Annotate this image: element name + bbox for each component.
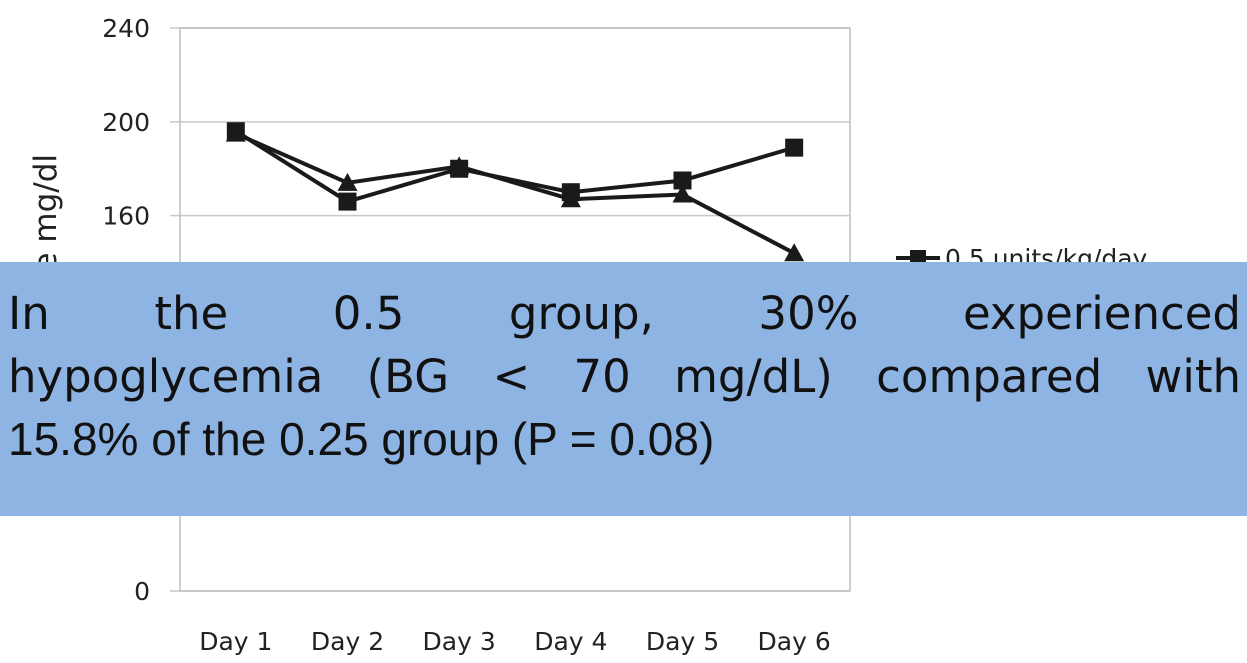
x-tick-label: Day 3 bbox=[423, 627, 496, 656]
data-point-triangle bbox=[225, 123, 246, 142]
data-point-square bbox=[673, 171, 692, 190]
y-axis-ticks: 0 160 200 240 bbox=[102, 14, 150, 606]
data-point-square bbox=[785, 138, 804, 157]
x-tick-label: Day 5 bbox=[646, 627, 719, 656]
y-tick-label: 160 bbox=[102, 202, 150, 231]
x-tick-label: Day 2 bbox=[311, 627, 384, 656]
x-tick-label: Day 1 bbox=[199, 627, 272, 656]
x-tick-label: Day 6 bbox=[758, 627, 831, 656]
series-line-1 bbox=[235, 131, 796, 255]
data-point-triangle bbox=[560, 189, 581, 208]
data-point-square bbox=[338, 192, 357, 211]
series-line-0 bbox=[234, 129, 795, 204]
x-axis-ticks: Day 1 Day 2 Day 3 Day 4 Day 5 Day 6 bbox=[199, 627, 831, 656]
banner-line-1: In the 0.5 group, 30% experienced bbox=[8, 287, 1241, 340]
data-point-triangle bbox=[449, 156, 470, 175]
banner-line-3: 15.8% of the 0.25 group (P = 0.08) bbox=[8, 413, 715, 465]
callout-banner: In the 0.5 group, 30% experienced hypogl… bbox=[0, 262, 1247, 516]
y-tick-label: 240 bbox=[102, 14, 150, 43]
y-tick-label: 0 bbox=[134, 577, 150, 606]
x-tick-label: Day 4 bbox=[534, 627, 607, 656]
banner-line-2: hypoglycemia (BG < 70 mg/dL) compared wi… bbox=[8, 350, 1241, 403]
series-group bbox=[225, 122, 805, 262]
data-point-triangle bbox=[784, 243, 805, 262]
y-tick-label: 200 bbox=[102, 108, 150, 137]
data-point-triangle bbox=[672, 184, 693, 203]
data-point-triangle bbox=[337, 172, 358, 191]
